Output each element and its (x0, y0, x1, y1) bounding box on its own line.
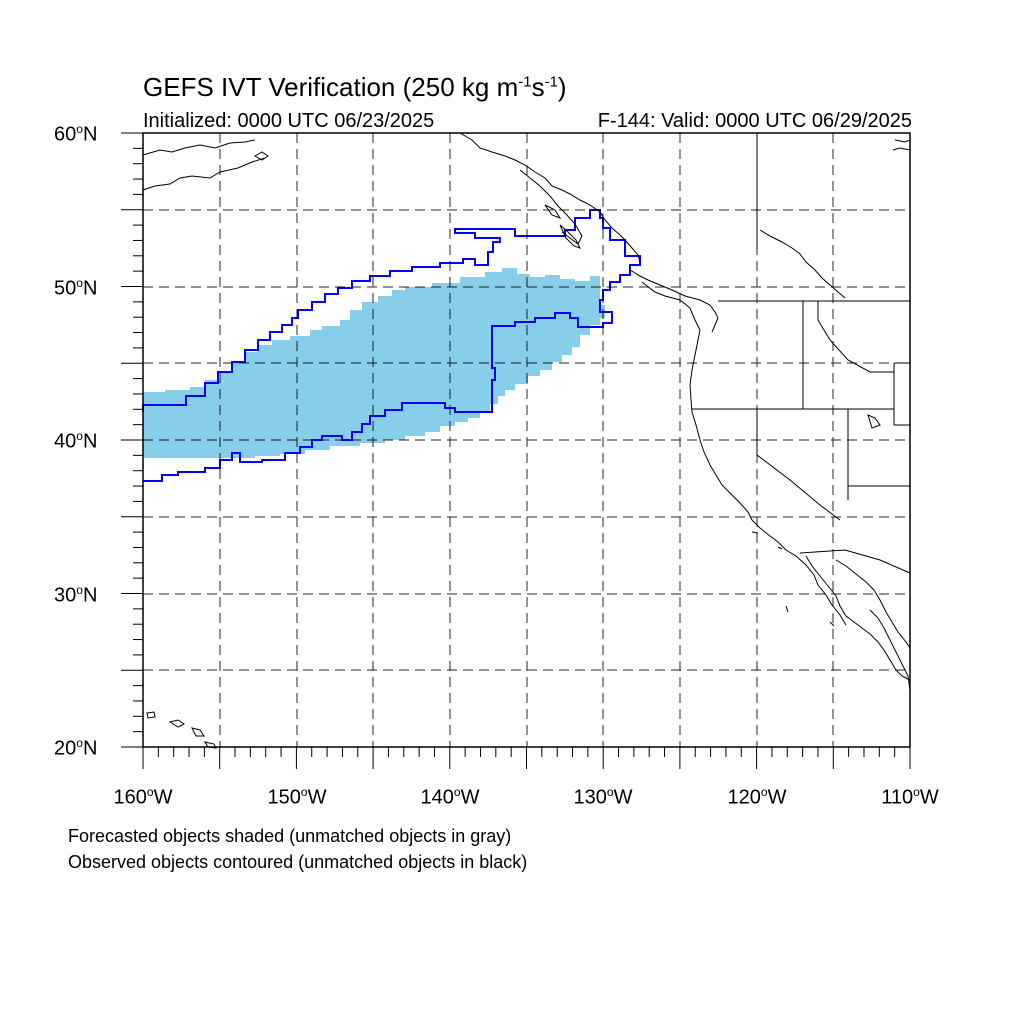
lon-label-140w: 140oW (420, 785, 480, 809)
lat-label-50n: 50oN (54, 276, 98, 300)
lon-label-110w: 110oW (881, 785, 939, 809)
lat-label-30n: 30oN (54, 583, 98, 607)
lat-label-40n: 40oN (54, 429, 98, 453)
plot-title: GEFS IVT Verification (250 kg m-1s-1) (143, 72, 567, 102)
lat-label-20n: 20oN (54, 736, 98, 760)
lon-label-130w: 130oW (573, 785, 633, 809)
initialized-label: Initialized: 0000 UTC 06/23/2025 (143, 110, 435, 132)
lat-label-60n: 60oN (54, 122, 98, 146)
graticule (143, 133, 910, 747)
lon-label-150w: 150oW (267, 785, 327, 809)
axis-ticks (121, 132, 911, 769)
valid-time-label: F-144: Valid: 0000 UTC 06/29/2025 (597, 110, 912, 132)
state-borders (692, 133, 911, 574)
observed-note: Observed objects contoured (unmatched ob… (68, 852, 528, 872)
lon-label-160w: 160oW (113, 785, 173, 809)
forecast-note: Forecasted objects shaded (unmatched obj… (68, 826, 512, 846)
lon-label-120w: 120oW (727, 785, 787, 809)
